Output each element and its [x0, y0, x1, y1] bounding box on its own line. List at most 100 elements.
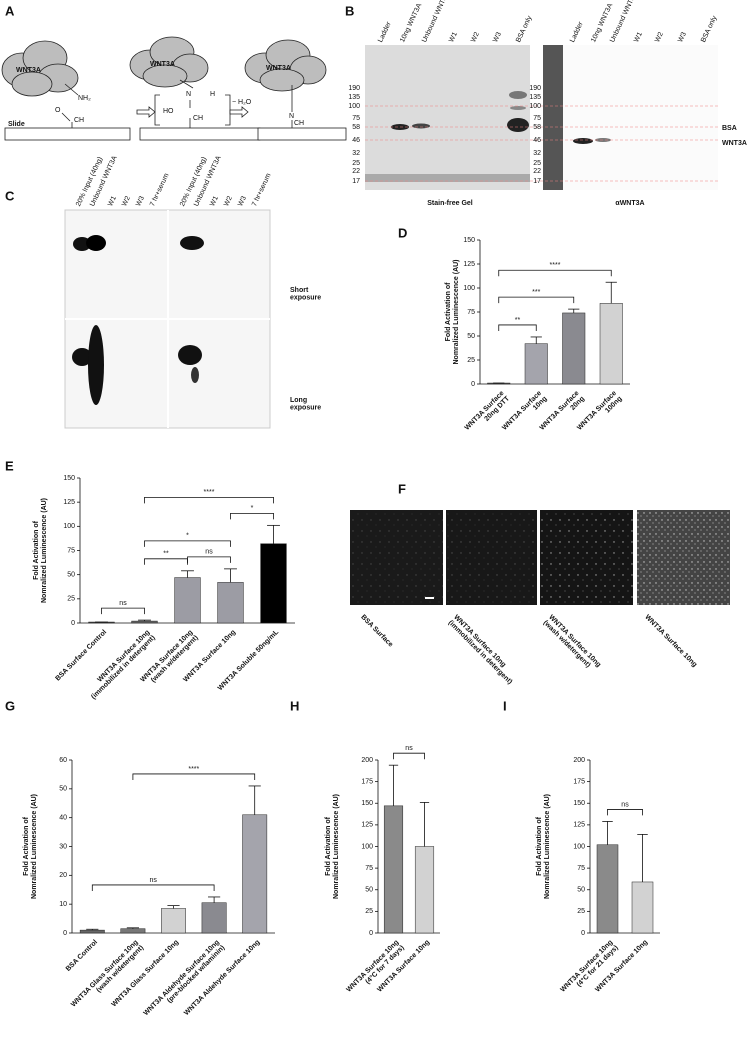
y-tick-label: 75	[365, 865, 373, 872]
image-label: WNT3A Surface 10ng(immobilized in deterg…	[447, 614, 519, 686]
chem-label: CH	[193, 115, 203, 122]
y-tick-label: 50	[365, 887, 373, 894]
y-tick-label: 75	[467, 309, 475, 316]
error-bar	[267, 524, 280, 544]
chem-label: N	[186, 91, 191, 98]
protein-label: WNT3A	[16, 67, 41, 74]
lane-label: W1	[107, 195, 118, 208]
panel-letter: G	[5, 698, 15, 713]
y-tick-label: 0	[471, 381, 475, 388]
y-tick-label: 50	[577, 887, 585, 894]
significance-bracket: *	[144, 533, 231, 547]
significance-bracket: **	[144, 551, 188, 565]
bar	[260, 543, 287, 624]
significance-label: ****	[188, 766, 199, 773]
x-tick-label: BSA Control	[65, 939, 99, 973]
y-tick-label: 30	[59, 843, 67, 850]
lane-label: BSA only	[700, 14, 719, 43]
marker-label: 17	[352, 178, 360, 185]
chem-label: CH	[294, 120, 304, 127]
y-tick-label: 25	[67, 596, 75, 603]
lane-label: W1	[209, 195, 220, 208]
y-tick-label: 100	[573, 843, 585, 850]
band-label: BSA	[722, 125, 737, 132]
y-tick-label: 125	[361, 822, 373, 829]
marker-label: 75	[533, 115, 541, 122]
lane-label: W1	[633, 31, 644, 44]
y-tick-label: 75	[67, 547, 75, 554]
lane-label: W1	[448, 31, 459, 44]
marker-label: 22	[352, 168, 360, 175]
y-tick-label: 100	[63, 523, 75, 530]
bracket	[187, 556, 231, 563]
bracket	[101, 607, 145, 615]
bracket	[144, 540, 231, 547]
significance-bracket: ****	[132, 766, 256, 780]
x-tick-label: WNT3A Surface100ng	[576, 390, 623, 437]
micrographs	[350, 510, 730, 605]
marker-label: 46	[533, 137, 541, 144]
protein-label: WNT3A	[266, 65, 291, 72]
bracket	[132, 773, 256, 780]
marker-label: 58	[533, 124, 541, 131]
error-bar	[181, 570, 194, 578]
bar	[599, 303, 623, 385]
bracket	[144, 558, 188, 565]
surface-label: Slide	[8, 121, 25, 128]
image-label: WNT3A Surface 10ng	[643, 614, 698, 669]
panel-letter: D	[398, 225, 407, 240]
chem-label: CH	[74, 117, 84, 124]
y-axis-label: Fold Activation ofNomralized Luminescenc…	[23, 794, 38, 899]
significance-bracket: ns	[91, 877, 215, 891]
ladder-lane	[543, 45, 563, 190]
bracket	[498, 324, 537, 331]
x-tick-label: WNT3A Surface 10ng(4°C for 21 days)	[559, 939, 619, 999]
western-blots	[64, 209, 271, 429]
bar	[174, 577, 201, 624]
y-tick-label: 25	[365, 908, 373, 915]
y-tick-label: 0	[369, 930, 373, 937]
bar	[596, 844, 619, 934]
significance-bracket: ****	[144, 489, 274, 504]
marker-label: 46	[352, 137, 360, 144]
y-tick-label: 50	[467, 333, 475, 340]
y-tick-label: 10	[59, 901, 67, 908]
y-tick-label: 125	[463, 261, 475, 268]
bar	[131, 620, 158, 624]
bar	[383, 805, 404, 934]
bar	[201, 902, 227, 934]
bracket	[607, 809, 643, 816]
error-bar	[568, 308, 580, 313]
bracket	[144, 496, 274, 504]
significance-label: ns	[621, 801, 629, 808]
error-bar	[86, 928, 99, 931]
image-label: WNT3A Surface 10ng(wash w/detergent)	[542, 614, 602, 674]
lane-label: W3	[492, 31, 503, 44]
significance-label: ****	[204, 489, 215, 496]
bar	[242, 814, 268, 934]
y-tick-label: 150	[63, 475, 75, 482]
y-tick-label: 200	[573, 757, 585, 764]
error-bar	[605, 281, 617, 304]
image-label: BSA Surface	[359, 614, 394, 649]
significance-bracket: ns	[393, 745, 425, 760]
y-tick-label: 125	[63, 499, 75, 506]
error-bar	[388, 764, 399, 806]
significance-label: ns	[119, 600, 127, 607]
lane-label: W2	[470, 31, 481, 44]
blot-image	[543, 45, 718, 190]
bracket	[91, 884, 215, 891]
y-tick-label: 20	[59, 872, 67, 879]
y-tick-label: 25	[577, 908, 585, 915]
exposure-label: Short exposure	[290, 287, 321, 302]
error-bar	[637, 833, 648, 882]
significance-label: *	[186, 533, 189, 540]
marker-label: 75	[352, 115, 360, 122]
lane-label: W3	[135, 195, 146, 208]
bracket	[230, 512, 274, 520]
y-axis-label: Fold Activation ofNomralized Luminescenc…	[536, 794, 551, 899]
chem-label: O	[55, 107, 61, 114]
panel-letter: A	[5, 3, 15, 18]
bar	[631, 881, 654, 934]
